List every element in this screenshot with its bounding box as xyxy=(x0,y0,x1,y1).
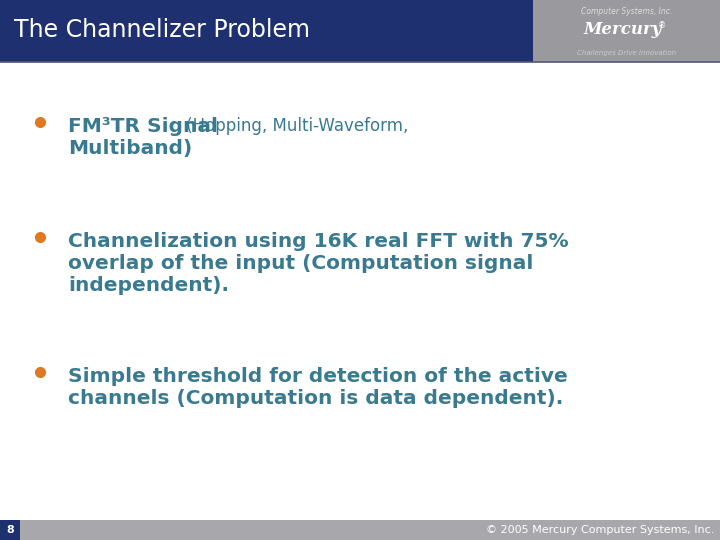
Text: ®: ® xyxy=(658,22,667,31)
Text: (Hopping, Multi-Waveform,: (Hopping, Multi-Waveform, xyxy=(181,117,409,135)
Text: Multiband): Multiband) xyxy=(68,139,193,158)
Text: FM³TR Signal: FM³TR Signal xyxy=(68,117,218,136)
Text: Computer Systems, Inc.: Computer Systems, Inc. xyxy=(581,8,672,16)
Bar xyxy=(533,0,720,62)
Bar xyxy=(0,520,20,540)
Bar xyxy=(0,520,720,540)
Text: independent).: independent). xyxy=(68,276,230,295)
Text: channels (Computation is data dependent).: channels (Computation is data dependent)… xyxy=(68,389,564,408)
Text: overlap of the input (Computation signal: overlap of the input (Computation signal xyxy=(68,254,534,273)
Text: Channelization using 16K real FFT with 75%: Channelization using 16K real FFT with 7… xyxy=(68,232,569,251)
Text: 8: 8 xyxy=(6,525,14,535)
Text: © 2005 Mercury Computer Systems, Inc.: © 2005 Mercury Computer Systems, Inc. xyxy=(485,525,714,535)
Bar xyxy=(0,0,547,62)
Text: Challenges Drive Innovation: Challenges Drive Innovation xyxy=(577,50,676,56)
Text: Mercury: Mercury xyxy=(583,21,662,38)
Text: Simple threshold for detection of the active: Simple threshold for detection of the ac… xyxy=(68,367,568,386)
Text: The Channelizer Problem: The Channelizer Problem xyxy=(14,18,310,42)
